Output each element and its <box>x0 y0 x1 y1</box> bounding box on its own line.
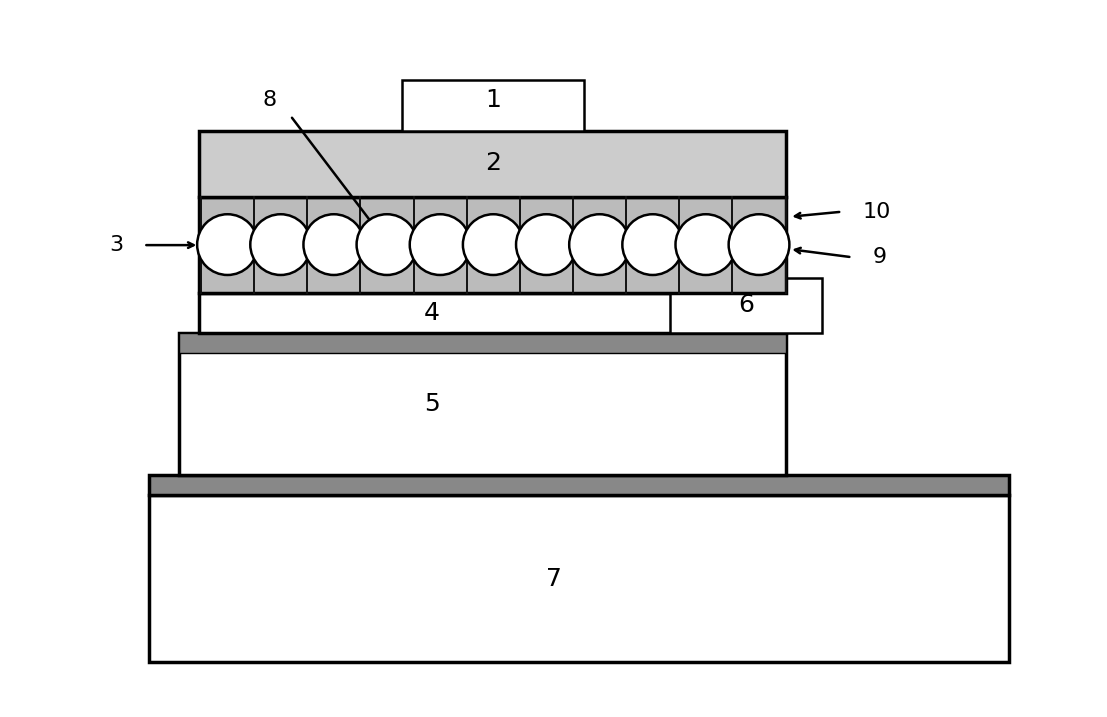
Circle shape <box>356 214 417 275</box>
Circle shape <box>569 214 630 275</box>
Text: 6: 6 <box>738 293 754 317</box>
Circle shape <box>675 214 736 275</box>
Bar <box>148 475 1010 495</box>
Circle shape <box>197 214 258 275</box>
Text: 10: 10 <box>862 201 891 222</box>
Text: 8: 8 <box>263 90 277 110</box>
Text: 7: 7 <box>546 567 561 592</box>
Bar <box>179 333 786 353</box>
Circle shape <box>622 214 683 275</box>
Bar <box>670 277 821 333</box>
Circle shape <box>250 214 311 275</box>
Circle shape <box>410 214 470 275</box>
Text: 2: 2 <box>485 151 500 175</box>
Circle shape <box>463 214 524 275</box>
Bar <box>402 80 583 130</box>
Text: 9: 9 <box>872 247 887 267</box>
Text: 1: 1 <box>485 88 500 113</box>
Circle shape <box>303 214 364 275</box>
Circle shape <box>728 214 789 275</box>
Bar <box>199 196 786 293</box>
Bar <box>199 293 786 333</box>
Text: 4: 4 <box>424 301 439 325</box>
Text: 3: 3 <box>110 235 123 255</box>
Bar <box>148 495 1010 663</box>
Circle shape <box>516 214 577 275</box>
Text: 5: 5 <box>424 392 439 416</box>
Bar <box>179 333 786 475</box>
Bar <box>199 130 786 196</box>
